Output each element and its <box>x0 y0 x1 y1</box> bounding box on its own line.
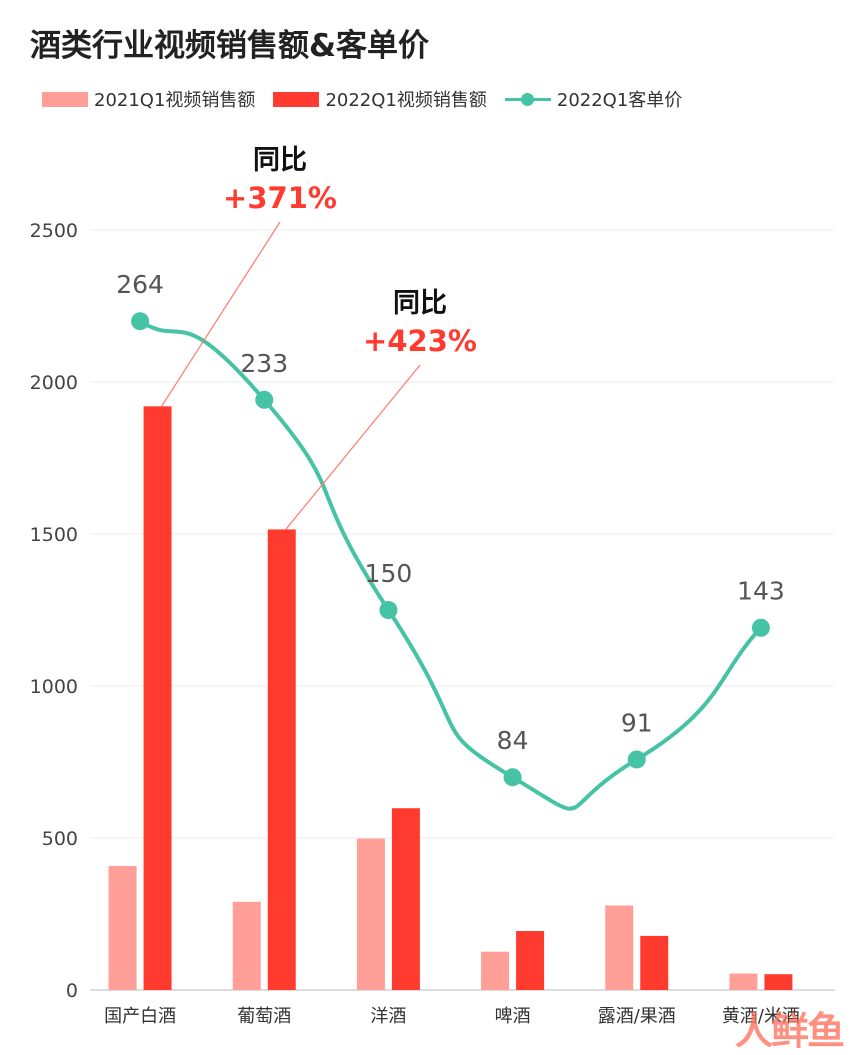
bar-2021 <box>481 951 510 990</box>
bar-2022 <box>267 529 296 990</box>
bar-2022 <box>143 406 172 990</box>
price-point <box>379 601 398 620</box>
price-data-label: 143 <box>737 577 785 606</box>
bar-2022 <box>391 808 420 990</box>
price-data-label: 84 <box>497 726 529 755</box>
price-point <box>751 618 770 637</box>
chart-title: 酒类行业视频销售额&客单价 <box>30 28 430 64</box>
bar-2021 <box>356 838 385 990</box>
annotation-value: +423% <box>363 324 477 358</box>
price-data-label: 233 <box>240 349 288 378</box>
legend-swatch-2021 <box>42 91 88 107</box>
price-data-label: 264 <box>116 270 164 299</box>
price-line <box>139 319 763 811</box>
x-tick-label: 洋酒 <box>370 1006 406 1027</box>
legend-swatch-2022 <box>273 91 320 107</box>
bar-2021 <box>729 973 758 990</box>
annotation-leader <box>161 221 281 407</box>
bar-2022 <box>764 974 793 990</box>
price-point <box>131 312 150 331</box>
price-point <box>503 768 522 787</box>
bar-2022 <box>640 935 669 990</box>
annotation-value: +371% <box>223 181 337 215</box>
y-tick-label: 1000 <box>30 676 78 698</box>
x-tick-label: 黄酒/米酒 <box>722 1006 800 1027</box>
legend: 2021Q1视频销售额 2022Q1视频销售额 2022Q1客单价 <box>42 86 700 112</box>
price-point <box>627 750 646 769</box>
watermark-logo: 人鲜鱼 <box>734 1009 845 1053</box>
y-tick-label: 0 <box>66 980 78 1002</box>
x-tick-label: 啤酒 <box>495 1006 531 1027</box>
bar-2021 <box>232 901 261 990</box>
x-tick-label: 葡萄酒 <box>237 1006 291 1027</box>
bar-2022 <box>516 931 545 990</box>
annotation-label: 同比 <box>253 145 307 176</box>
annotation-label: 同比 <box>393 288 447 319</box>
legend-item-price: 2022Q1客单价 <box>504 86 683 112</box>
bar-2021 <box>605 905 634 990</box>
price-point <box>255 390 274 409</box>
y-tick-label: 500 <box>42 828 78 850</box>
x-tick-label: 国产白酒 <box>104 1006 176 1027</box>
bar-2021 <box>108 865 137 990</box>
legend-label-2021: 2021Q1视频销售额 <box>94 90 256 111</box>
legend-swatch-price <box>504 92 551 107</box>
legend-label-2022: 2022Q1视频销售额 <box>325 90 487 111</box>
legend-label-price: 2022Q1客单价 <box>556 90 683 111</box>
price-data-label: 91 <box>621 708 653 737</box>
y-tick-label: 2000 <box>30 372 78 394</box>
legend-item-2022: 2022Q1视频销售额 <box>273 86 487 112</box>
annotation-leader <box>285 364 421 530</box>
legend-item-2021: 2021Q1视频销售额 <box>42 86 255 112</box>
y-tick-label: 2500 <box>30 220 78 242</box>
y-tick-label: 1500 <box>30 524 78 546</box>
x-tick-label: 露酒/果酒 <box>598 1006 676 1027</box>
price-data-label: 150 <box>365 559 413 588</box>
